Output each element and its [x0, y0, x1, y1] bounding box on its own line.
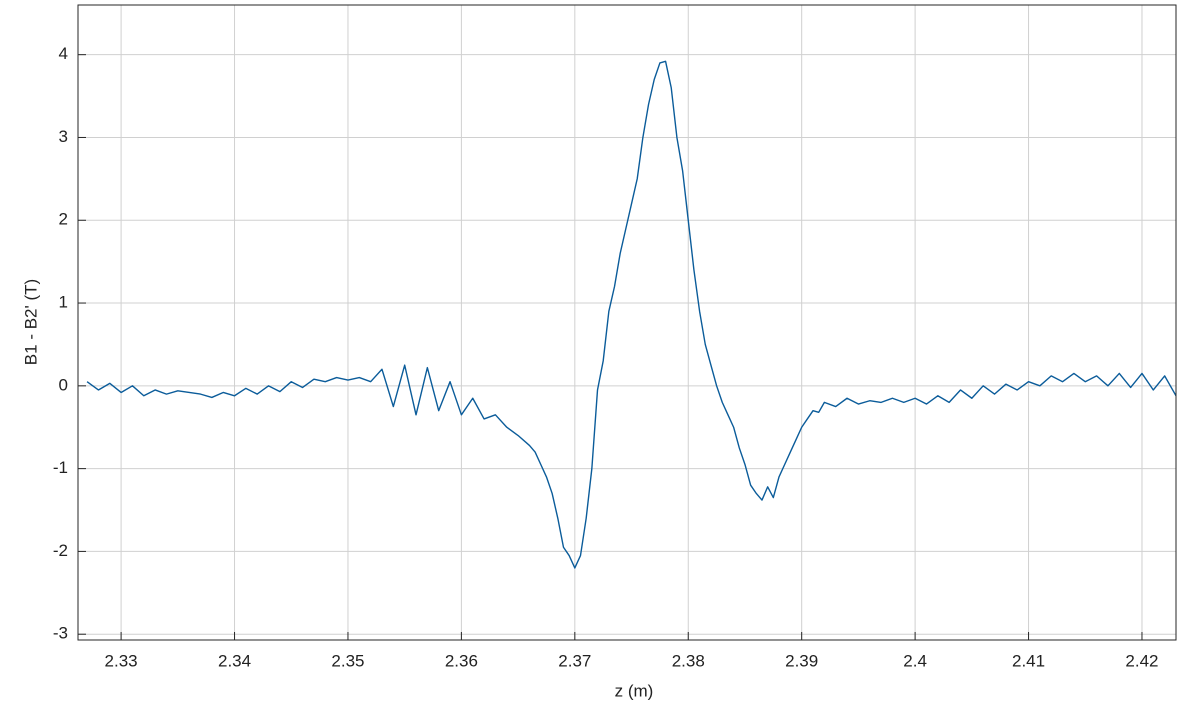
- y-axis-label: B1 - B2' (T): [21, 279, 40, 365]
- x-tick-label: 2.4: [903, 651, 927, 670]
- grid: [78, 5, 1176, 640]
- y-tick-label: -2: [53, 541, 68, 560]
- axes-box: [77, 4, 1177, 641]
- data-line: [86, 60, 1176, 569]
- x-tick-label: 2.39: [785, 651, 818, 670]
- x-axis-label: z (m): [615, 681, 654, 700]
- x-tick-label: 2.34: [218, 651, 251, 670]
- x-tick-label: 2.35: [331, 651, 364, 670]
- y-tick-label: 1: [59, 293, 68, 312]
- plot-area: [78, 5, 1176, 640]
- x-tick-label: 2.38: [672, 651, 705, 670]
- y-tick-label: -1: [53, 458, 68, 477]
- plot: [86, 60, 1176, 569]
- y-tick-label: 3: [59, 127, 68, 146]
- y-tick-label: 4: [59, 44, 68, 63]
- y-tick-label: 0: [59, 375, 68, 394]
- x-tick-label: 2.41: [1012, 651, 1045, 670]
- x-tick-label: 2.36: [445, 651, 478, 670]
- y-tick-label: -3: [53, 624, 68, 643]
- x-tick-label: 2.42: [1125, 651, 1158, 670]
- x-tick-label: 2.33: [105, 651, 138, 670]
- x-tick-label: 2.37: [558, 651, 591, 670]
- y-tick-label: 2: [59, 210, 68, 229]
